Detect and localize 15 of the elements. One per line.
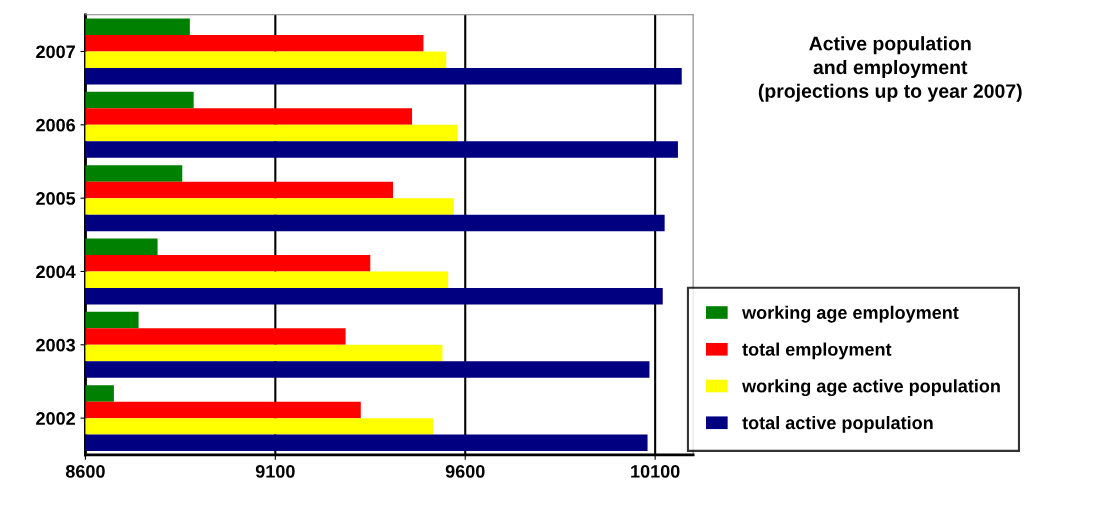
x-tick-label: 9100 [255, 464, 295, 478]
x-tick-label: 9600 [445, 464, 485, 478]
x-tick-label: 10100 [631, 464, 680, 478]
y-tick-label: 2002 [36, 412, 75, 425]
legend-label: total employment [742, 342, 892, 360]
x-tick-label: 8600 [65, 464, 105, 478]
legend-label: total active population [742, 415, 933, 433]
y-tick-label: 2006 [36, 118, 76, 132]
y-tick-label: 2007 [36, 45, 75, 59]
y-tick-label: 2005 [36, 192, 76, 205]
legend-label: working age employment [742, 305, 959, 323]
legend-label: working age active population [742, 379, 1000, 397]
text: Active population and employment (projections up to year 2007) [758, 36, 1022, 102]
y-tick-label: 2003 [36, 338, 76, 352]
y-tick-label: 2004 [36, 265, 76, 279]
